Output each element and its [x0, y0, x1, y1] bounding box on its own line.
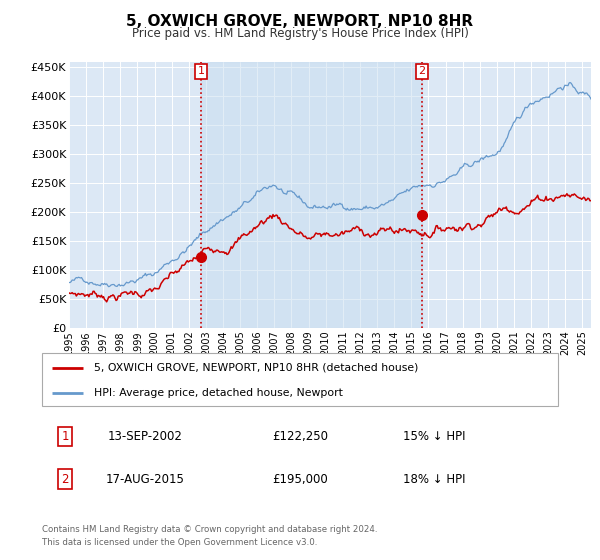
- Text: 1: 1: [197, 67, 205, 76]
- Text: 2: 2: [61, 473, 69, 486]
- Text: This data is licensed under the Open Government Licence v3.0.: This data is licensed under the Open Gov…: [42, 538, 317, 547]
- Bar: [201, 62, 422, 328]
- Text: 2: 2: [419, 67, 425, 76]
- Text: 13-SEP-2002: 13-SEP-2002: [108, 430, 182, 443]
- FancyBboxPatch shape: [42, 353, 558, 406]
- Text: 1: 1: [61, 430, 69, 443]
- Text: 17-AUG-2015: 17-AUG-2015: [106, 473, 185, 486]
- Text: 18% ↓ HPI: 18% ↓ HPI: [403, 473, 466, 486]
- Text: HPI: Average price, detached house, Newport: HPI: Average price, detached house, Newp…: [94, 388, 343, 398]
- Text: Contains HM Land Registry data © Crown copyright and database right 2024.: Contains HM Land Registry data © Crown c…: [42, 525, 377, 534]
- Text: £122,250: £122,250: [272, 430, 328, 443]
- Text: 5, OXWICH GROVE, NEWPORT, NP10 8HR (detached house): 5, OXWICH GROVE, NEWPORT, NP10 8HR (deta…: [94, 363, 418, 373]
- Text: 5, OXWICH GROVE, NEWPORT, NP10 8HR: 5, OXWICH GROVE, NEWPORT, NP10 8HR: [127, 14, 473, 29]
- Text: Price paid vs. HM Land Registry's House Price Index (HPI): Price paid vs. HM Land Registry's House …: [131, 27, 469, 40]
- Text: 15% ↓ HPI: 15% ↓ HPI: [403, 430, 466, 443]
- Text: £195,000: £195,000: [272, 473, 328, 486]
